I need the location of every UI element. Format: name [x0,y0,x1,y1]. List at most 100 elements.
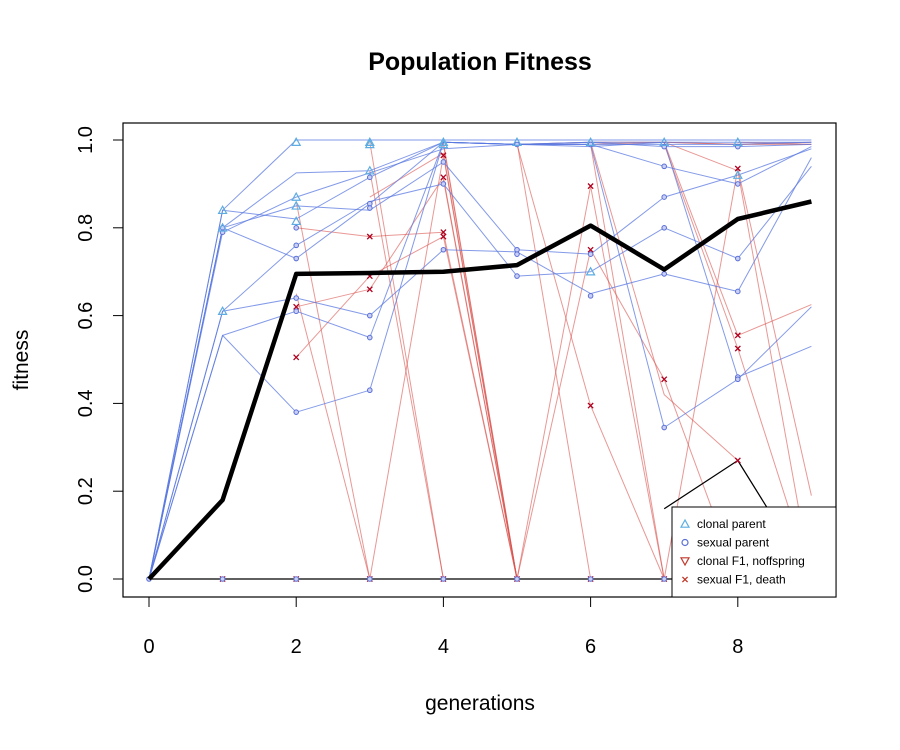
y-tick-label-4: 0.8 [75,214,97,242]
clonal-parent-point-17 [732,169,743,179]
sexual-parent-point-10 [293,576,300,582]
clonal-parent-point-8 [364,139,375,149]
clonal-parent-point-10 [438,136,449,146]
clonal-parent-point-11 [438,139,449,149]
sexual-parent-point-43 [735,376,741,383]
legend-marker-1 [681,538,689,547]
legend-label-1: sexual parent [697,536,770,550]
clonal-parent-point-15 [659,136,670,146]
sexual-parent-point-11 [367,174,373,181]
sexual-parent-point-15 [367,334,373,341]
clonal-parent-point-16 [732,136,743,146]
x-tick-label-1: 2 [291,636,302,658]
sexual-f1-death-point-8 [440,152,447,159]
sexual-f1-death-point-11 [440,233,447,240]
sexual-parent-point-35 [661,271,668,277]
x-tick-label-0: 0 [143,636,154,658]
sexual-f1-death-point-23 [734,457,741,464]
y-tick-label-0: 0.0 [75,565,97,593]
y-tick-label-1: 0.2 [75,477,97,505]
blue-lineage-line-3 [148,148,812,580]
sexual-parent-point-7 [293,295,300,301]
x-tick-label-3: 6 [585,636,596,658]
clonal-parent-point-1 [217,222,228,232]
sexual-f1-death-point-22 [734,345,741,352]
blue-lineage-line-9 [148,141,812,580]
sexual-parent-point-28 [587,251,594,257]
sexual-parent-point-27 [587,141,594,148]
clonal-parent-point-7 [364,136,375,146]
legend-marker-0 [679,518,691,528]
clonal-parent-point-12 [511,136,523,146]
clonal-parent-point-2 [217,305,228,316]
sexual-parent-point-33 [661,194,668,200]
clonal-parent-point-4 [291,191,302,201]
sexual-parent-point-21 [440,576,447,582]
y-tick-label-2: 0.4 [75,389,97,417]
blue-lineage-line-5 [148,157,812,580]
sexual-f1-death-point-18 [661,376,668,383]
legend-box [671,506,837,598]
y-tick-label-5: 1.0 [75,126,97,154]
sexual-parent-point-39 [735,181,741,187]
sexual-parent-point-37 [661,576,668,582]
sexual-parent-point-5 [293,242,300,249]
sexual-parent-point-22 [514,141,520,148]
clonal-parent-point-9 [364,165,375,175]
sexual-parent-point-25 [514,273,520,279]
clonal-parent-point-6 [291,215,302,226]
legend: clonal parent sexual parent clonal F1, nof… [671,506,837,598]
legend-marker-3 [681,576,689,583]
sexual-parent-point-16 [367,387,373,394]
sexual-parent-point-1 [219,576,226,582]
sexual-parent-point-36 [661,424,668,431]
sexual-f1-death-point-10 [440,229,447,236]
sexual-parent-point-34 [661,225,668,231]
sexual-f1-death-point-9 [440,174,447,181]
sexual-f1-death-point-14 [587,183,594,190]
sexual-parent-point-29 [587,293,594,299]
red-lineage-line-9 [590,144,812,580]
sexual-parent-point-14 [367,312,373,319]
legend-marker-2 [679,557,691,567]
y-tick-label-3: 0.6 [75,302,97,330]
clonal-parent-point-3 [291,136,302,146]
sexual-parent-point-41 [735,288,741,295]
sexual-parent-point-32 [661,163,668,170]
legend-label-2: clonal F1, noffspring [697,554,805,568]
sexual-parent-point-26 [514,576,520,582]
clonal-parent-point-14 [585,266,596,276]
clonal-parent-point-13 [585,136,596,146]
sexual-f1-death-point-20 [734,165,741,172]
sexual-f1-death-point-4 [366,233,373,240]
x-tick-label-4: 8 [732,636,743,658]
sexual-parent-point-18 [440,159,447,165]
clonal-parent-point-5 [291,200,302,210]
clonal-parent-point-0 [217,205,228,215]
plot-layer [146,136,812,583]
axes-layer: 0 2 4 6 8 0.0 0.2 0.4 0.6 0.8 1.0 [75,126,743,658]
sexual-parent-point-19 [440,181,447,187]
sexual-f1-death-point-16 [587,402,594,409]
sexual-f1-death-point-2 [293,354,300,361]
sexual-parent-point-4 [293,225,300,231]
sexual-parent-point-30 [587,576,594,582]
sexual-f1-death-point-1 [293,303,300,310]
y-axis-label: fitness [10,330,33,391]
chart-title: Population Fitness [368,48,592,76]
sexual-parent-point-24 [514,251,520,257]
x-axis-label: generations [425,692,535,715]
mean-fitness-line [147,199,812,581]
x-tick-label-2: 4 [438,636,449,658]
sexual-f1-death-point-6 [366,286,373,293]
sexual-parent-point-17 [367,576,373,582]
legend-label-3: sexual F1, death [697,573,786,587]
blue-lineage-line-0 [148,139,812,580]
red-lineage-line-20 [590,141,812,145]
sexual-parent-point-13 [367,205,373,211]
legend-label-0: clonal parent [697,517,766,531]
sexual-parent-point-40 [735,255,741,262]
sexual-parent-point-6 [293,255,300,262]
